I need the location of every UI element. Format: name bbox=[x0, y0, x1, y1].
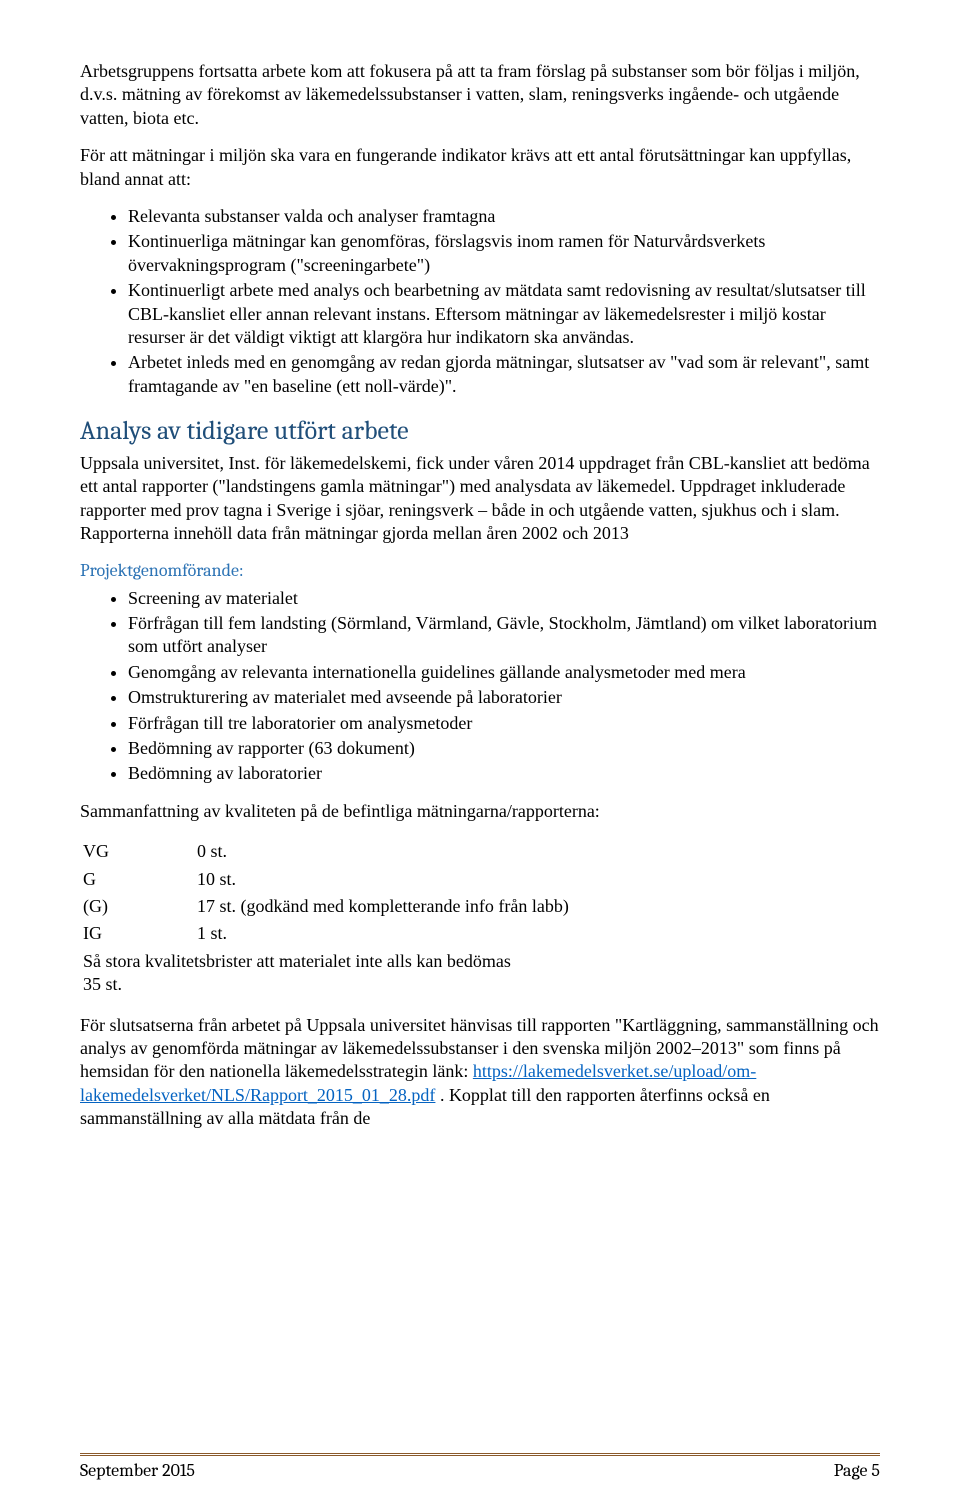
footer-page-number: Page 5 bbox=[834, 1460, 880, 1481]
quality-summary-intro: Sammanfattning av kvaliteten på de befin… bbox=[80, 800, 880, 823]
quality-tail: Så stora kvalitetsbrister att materialet… bbox=[82, 949, 570, 998]
quality-tail-right: 35 st. bbox=[83, 974, 122, 994]
list-item: Relevanta substanser valda och analyser … bbox=[128, 205, 880, 228]
analys-paragraph: Uppsala universitet, Inst. för läkemedel… bbox=[80, 452, 880, 546]
list-item: Genomgång av relevanta internationella g… bbox=[128, 661, 880, 684]
list-item: Kontinuerliga mätningar kan genomföras, … bbox=[128, 230, 880, 277]
list-item: Screening av materialet bbox=[128, 587, 880, 610]
list-item: Omstrukturering av materialet med avseen… bbox=[128, 686, 880, 709]
list-item: Kontinuerligt arbete med analys och bear… bbox=[128, 279, 880, 349]
subheading-projekt: Projektgenomförande: bbox=[80, 560, 880, 581]
section-heading-analys: Analys av tidigare utfört arbete bbox=[80, 416, 880, 446]
quality-text: 17 st. (godkänd med kompletterande info … bbox=[196, 894, 570, 919]
quality-grade: G bbox=[82, 867, 194, 892]
footer-date: September 2015 bbox=[80, 1460, 195, 1481]
conclusion-paragraph: För slutsatserna från arbetet på Uppsala… bbox=[80, 1014, 880, 1131]
intro-paragraph-2: För att mätningar i miljön ska vara en f… bbox=[80, 144, 880, 191]
page-footer: September 2015 Page 5 bbox=[80, 1453, 880, 1481]
intro-paragraph-1: Arbetsgruppens fortsatta arbete kom att … bbox=[80, 60, 880, 130]
list-item: Förfrågan till fem landsting (Sörmland, … bbox=[128, 612, 880, 659]
quality-tail-left: Så stora kvalitetsbrister att materialet… bbox=[83, 951, 511, 971]
table-row: (G) 17 st. (godkänd med kompletterande i… bbox=[82, 894, 570, 919]
list-item: Förfrågan till tre laboratorier om analy… bbox=[128, 712, 880, 735]
prerequisites-list: Relevanta substanser valda och analyser … bbox=[80, 205, 880, 398]
projekt-list: Screening av materialet Förfrågan till f… bbox=[80, 587, 880, 786]
quality-table: VG 0 st. G 10 st. (G) 17 st. (godkänd me… bbox=[80, 837, 572, 999]
list-item: Arbetet inleds med en genomgång av redan… bbox=[128, 351, 880, 398]
list-item: Bedömning av rapporter (63 dokument) bbox=[128, 737, 880, 760]
quality-grade: VG bbox=[82, 839, 194, 864]
quality-text: 0 st. bbox=[196, 839, 570, 864]
table-row: Så stora kvalitetsbrister att materialet… bbox=[82, 949, 570, 998]
quality-text: 10 st. bbox=[196, 867, 570, 892]
quality-grade: (G) bbox=[82, 894, 194, 919]
list-item: Bedömning av laboratorier bbox=[128, 762, 880, 785]
table-row: IG 1 st. bbox=[82, 921, 570, 946]
table-row: G 10 st. bbox=[82, 867, 570, 892]
table-row: VG 0 st. bbox=[82, 839, 570, 864]
quality-grade: IG bbox=[82, 921, 194, 946]
quality-text: 1 st. bbox=[196, 921, 570, 946]
